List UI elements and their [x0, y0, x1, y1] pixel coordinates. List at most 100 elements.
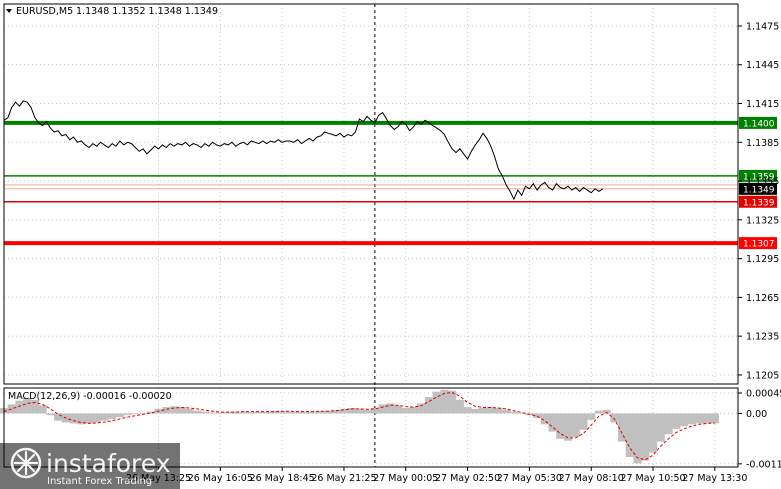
- price-tick-label: 1.1205: [746, 370, 779, 381]
- macd-bar: [424, 397, 434, 414]
- macd-title: MACD(12,26,9) -0.00016 -0.00020: [8, 391, 172, 402]
- macd-bar: [200, 411, 209, 414]
- macd-bar: [278, 411, 287, 414]
- macd-bar: [563, 413, 573, 441]
- macd-bar: [254, 411, 264, 414]
- macd-bar: [679, 413, 688, 427]
- macd-bar: [115, 413, 124, 418]
- price-tick-label: 1.1355: [746, 177, 779, 188]
- macd-bar: [494, 407, 503, 414]
- macd-bar: [208, 412, 217, 414]
- current-price-label: 1.1349: [743, 185, 775, 195]
- macd-bar: [687, 413, 696, 425]
- macd-bar: [393, 405, 403, 414]
- macd-bar: [556, 413, 565, 439]
- dropdown-triangle-icon[interactable]: [6, 9, 12, 13]
- macd-bar: [185, 408, 194, 414]
- macd-bar: [478, 407, 488, 414]
- watermark: instaforex Instant Forex Trading: [10, 447, 171, 487]
- macd-bar: [308, 411, 318, 414]
- macd-bar: [324, 410, 333, 414]
- macd-histogram: [0, 389, 719, 464]
- macd-bar: [602, 409, 611, 414]
- macd-bar: [224, 412, 233, 414]
- macd-bar: [247, 412, 256, 414]
- macd-bar: [355, 408, 364, 414]
- macd-bar: [502, 409, 511, 414]
- macd-bar: [610, 413, 619, 423]
- macd-bar: [448, 390, 457, 414]
- macd-bar: [571, 413, 580, 438]
- time-tick-label: 26 May 16:05: [188, 473, 253, 484]
- macd-bar: [548, 413, 557, 432]
- current-price-tag: [739, 182, 777, 195]
- macd-bar: [262, 411, 271, 414]
- price-tick-label: 1.1295: [746, 254, 779, 265]
- price-tick-label: 1.1265: [746, 293, 779, 304]
- price-tick-label: 1.1415: [746, 99, 779, 110]
- macd-bar: [84, 413, 94, 424]
- price-tick-label: 1.1385: [746, 138, 779, 149]
- macd-tick-label: -0.00111: [746, 459, 781, 470]
- macd-bar: [432, 391, 441, 414]
- chart-header: EURUSD,M5 1.1348 1.1352 1.1348 1.1349: [6, 6, 218, 17]
- macd-bar: [293, 411, 302, 414]
- macd-bar: [463, 407, 472, 414]
- macd-bar: [703, 413, 712, 424]
- level-tag-label: 1.1339: [743, 198, 775, 208]
- macd-bar: [594, 410, 603, 414]
- macd-bar: [46, 413, 55, 416]
- level-tag-label: 1.1359: [743, 172, 775, 182]
- macd-bar: [370, 407, 379, 414]
- macd-bar: [69, 413, 78, 424]
- macd-bar: [656, 413, 665, 442]
- time-tick-label: 27 May 00:05: [373, 473, 438, 484]
- macd-bar: [177, 407, 186, 414]
- level-tag: [739, 237, 777, 250]
- macd-signal-path: [3, 391, 715, 461]
- level-tag: [739, 116, 777, 129]
- macd-bar: [123, 413, 132, 416]
- level-tag-label: 1.1307: [743, 240, 775, 250]
- macd-bar: [193, 410, 202, 414]
- macd-bar: [471, 408, 480, 414]
- price-tick-label: 1.1475: [746, 21, 779, 32]
- time-tick-label: 27 May 05:30: [497, 473, 562, 484]
- level-tag: [739, 169, 777, 182]
- macd-bar: [540, 413, 549, 425]
- macd-bar: [486, 407, 495, 414]
- macd-bar: [239, 411, 248, 414]
- watermark-brand: instaforex: [46, 449, 171, 478]
- macd-bar: [139, 413, 148, 414]
- ohlc-label: 1.1348 1.1352 1.1348 1.1349: [76, 6, 218, 17]
- macd-bar: [92, 413, 101, 423]
- macd-bar: [285, 411, 294, 414]
- macd-bar: [100, 413, 109, 421]
- pane-frames: [3, 3, 739, 468]
- time-tick-label: 27 May 02:50: [435, 473, 500, 484]
- macd-bar: [664, 413, 673, 435]
- macd-bar: [131, 413, 140, 415]
- symbol-label: EURUSD,M5: [16, 6, 73, 17]
- macd-bar: [231, 411, 240, 414]
- macd-axis: 0.00045 0.00 -0.00111: [738, 388, 781, 470]
- macd-bar: [695, 413, 704, 424]
- macd-bar: [146, 411, 155, 414]
- macd-tick-label: 0.00045: [746, 388, 781, 399]
- macd-bar: [15, 400, 24, 414]
- macd-bar: [347, 407, 356, 414]
- macd-bar: [672, 413, 681, 429]
- macd-bar: [216, 412, 225, 414]
- macd-bar: [710, 413, 719, 424]
- price-pane-frame: [3, 3, 739, 385]
- macd-bar: [625, 413, 634, 458]
- time-tick-label: 26 May 18:45: [250, 473, 315, 484]
- macd-bar: [517, 413, 526, 414]
- macd-bar: [533, 413, 542, 418]
- price-series: [3, 100, 604, 201]
- macd-bar: [417, 403, 426, 414]
- macd-bar: [579, 413, 588, 430]
- macd-bar: [301, 411, 310, 414]
